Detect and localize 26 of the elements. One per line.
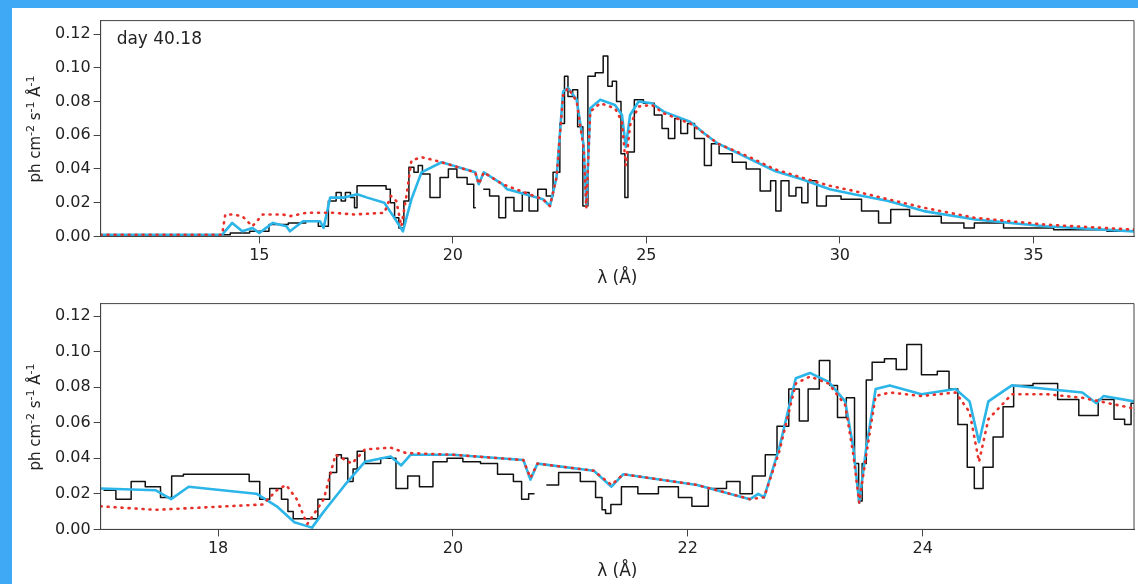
y-tick-label: 0.10 <box>55 340 91 360</box>
x-tick-label: 24 <box>912 538 933 558</box>
x-axis-title: λ (Å) <box>597 559 638 581</box>
y-tick-label: 0.06 <box>55 411 91 431</box>
x-tick-label: 35 <box>1023 245 1044 265</box>
y-tick-label: 0.04 <box>55 158 91 178</box>
x-tick-label: 20 <box>442 245 463 265</box>
y-tick-label: 0.10 <box>55 56 91 76</box>
x-tick-label: 20 <box>442 538 464 558</box>
y-tick-label: 0.08 <box>55 90 91 110</box>
x-tick-label: 15 <box>249 245 270 265</box>
x-tick-label: 22 <box>677 538 698 558</box>
x-tick-label: 18 <box>207 538 229 558</box>
y-tick-label: 0.02 <box>55 483 91 502</box>
y-tick-label: 0.06 <box>55 124 91 144</box>
y-tick-label: 0.12 <box>55 305 91 325</box>
y-tick-label: 0.12 <box>55 23 91 43</box>
y-tick-label: 0.02 <box>55 191 91 211</box>
x-tick-label: 30 <box>829 245 851 265</box>
y-tick-label: 0.04 <box>55 447 91 467</box>
y-tick-label: 0.00 <box>55 518 91 538</box>
y-tick-label: 0.08 <box>55 376 91 396</box>
annotation: day 40.18 <box>116 27 202 48</box>
y-tick-label: 0.00 <box>55 225 91 245</box>
x-axis-title: λ (Å) <box>597 266 638 288</box>
x-tick-label: 25 <box>636 245 657 265</box>
